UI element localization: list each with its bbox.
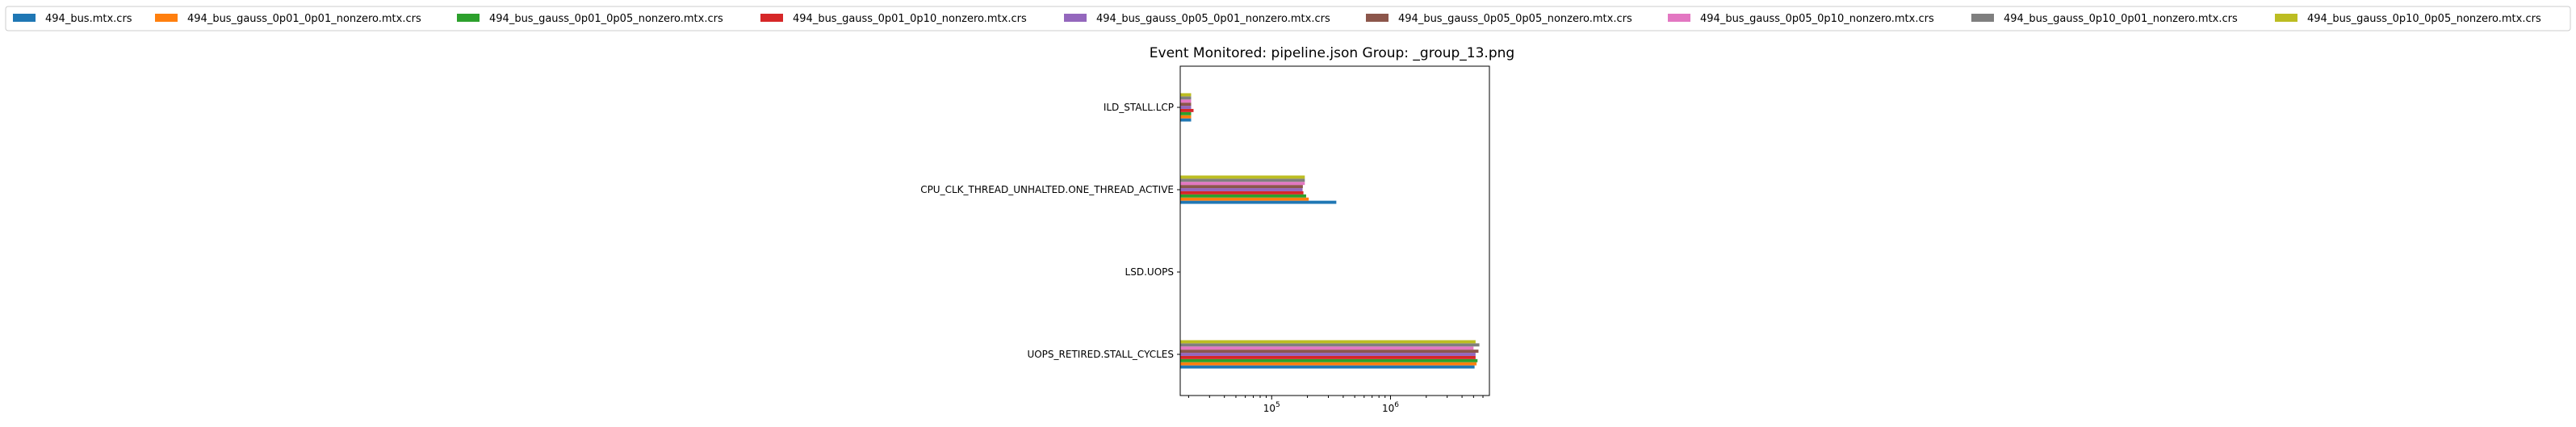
bar xyxy=(1180,340,1476,344)
bar xyxy=(1180,358,1478,362)
legend-label: 494_bus_gauss_0p10_0p05_nonzero.mtx.crs xyxy=(2307,13,2541,25)
bar xyxy=(1180,99,1192,103)
x-tick-label: 106 xyxy=(1382,401,1399,414)
x-tick-label: 105 xyxy=(1263,401,1280,414)
bar xyxy=(1180,194,1306,198)
legend-swatch xyxy=(457,14,480,22)
bar xyxy=(1180,188,1303,191)
legend-swatch xyxy=(1366,14,1389,22)
bar xyxy=(1180,346,1474,350)
y-tick-label: UOPS_RETIRED.STALL_CYCLES xyxy=(1027,349,1174,360)
bar xyxy=(1180,355,1476,359)
bar xyxy=(1180,175,1305,179)
y-axis-ticks: UOPS_RETIRED.STALL_CYCLES LSD.UOPS CPU_CLK… xyxy=(920,102,1180,360)
legend-frame xyxy=(5,6,2571,31)
legend-swatch xyxy=(2275,14,2297,22)
legend-label: 494_bus_gauss_0p01_0p01_nonzero.mtx.crs xyxy=(187,13,421,25)
bar xyxy=(1180,343,1480,347)
bar xyxy=(1180,178,1305,182)
bar xyxy=(1180,200,1337,204)
bar xyxy=(1180,93,1192,97)
x-axis-ticks: 105 106 xyxy=(1187,396,1484,414)
bar xyxy=(1180,103,1192,107)
bar xyxy=(1180,350,1479,354)
legend-swatch xyxy=(1971,14,1994,22)
legend-swatch xyxy=(1064,14,1087,22)
legend-swatch xyxy=(760,14,783,22)
chart-title: Event Monitored: pipeline.json Group: _g… xyxy=(1150,45,1514,61)
bar xyxy=(1180,115,1192,119)
legend-label: 494_bus_gauss_0p01_0p10_nonzero.mtx.crs xyxy=(793,13,1027,25)
bar xyxy=(1180,197,1309,201)
legend-label: 494_bus_gauss_0p05_0p10_nonzero.mtx.crs xyxy=(1700,13,1934,25)
bar xyxy=(1180,190,1304,195)
legend-label: 494_bus.mtx.crs xyxy=(45,13,132,25)
axes-frame xyxy=(1179,65,1490,396)
bar xyxy=(1180,353,1476,356)
bar xyxy=(1180,96,1192,100)
legend-swatch xyxy=(1668,14,1690,22)
legend-label: 494_bus_gauss_0p10_0p01_nonzero.mtx.crs xyxy=(2004,13,2238,25)
legend-swatch xyxy=(13,14,36,22)
bar xyxy=(1180,365,1475,369)
bar xyxy=(1180,108,1194,112)
legend-label: 494_bus_gauss_0p05_0p05_nonzero.mtx.crs xyxy=(1398,13,1632,25)
y-tick-label: CPU_CLK_THREAD_UNHALTED.ONE_THREAD_ACTIV… xyxy=(920,184,1174,195)
legend-label: 494_bus_gauss_0p05_0p01_nonzero.mtx.crs xyxy=(1096,13,1330,25)
bar xyxy=(1180,362,1477,366)
bar xyxy=(1180,118,1192,122)
legend-swatch xyxy=(155,14,178,22)
bar xyxy=(1180,111,1192,115)
bar xyxy=(1180,182,1305,186)
plot-area: UOPS_RETIRED.STALL_CYCLES LSD.UOPS CPU_CLK… xyxy=(920,65,1490,414)
y-tick-label: LSD.UOPS xyxy=(1125,266,1174,278)
legend-label: 494_bus_gauss_0p01_0p05_nonzero.mtx.crs xyxy=(489,13,723,25)
y-tick-label: ILD_STALL.LCP xyxy=(1104,102,1174,113)
bars xyxy=(1180,93,1480,369)
legend: 494_bus.mtx.crs 494_bus_gauss_0p01_0p01_n… xyxy=(5,6,2571,31)
bar xyxy=(1180,106,1192,109)
bar xyxy=(1180,185,1303,189)
